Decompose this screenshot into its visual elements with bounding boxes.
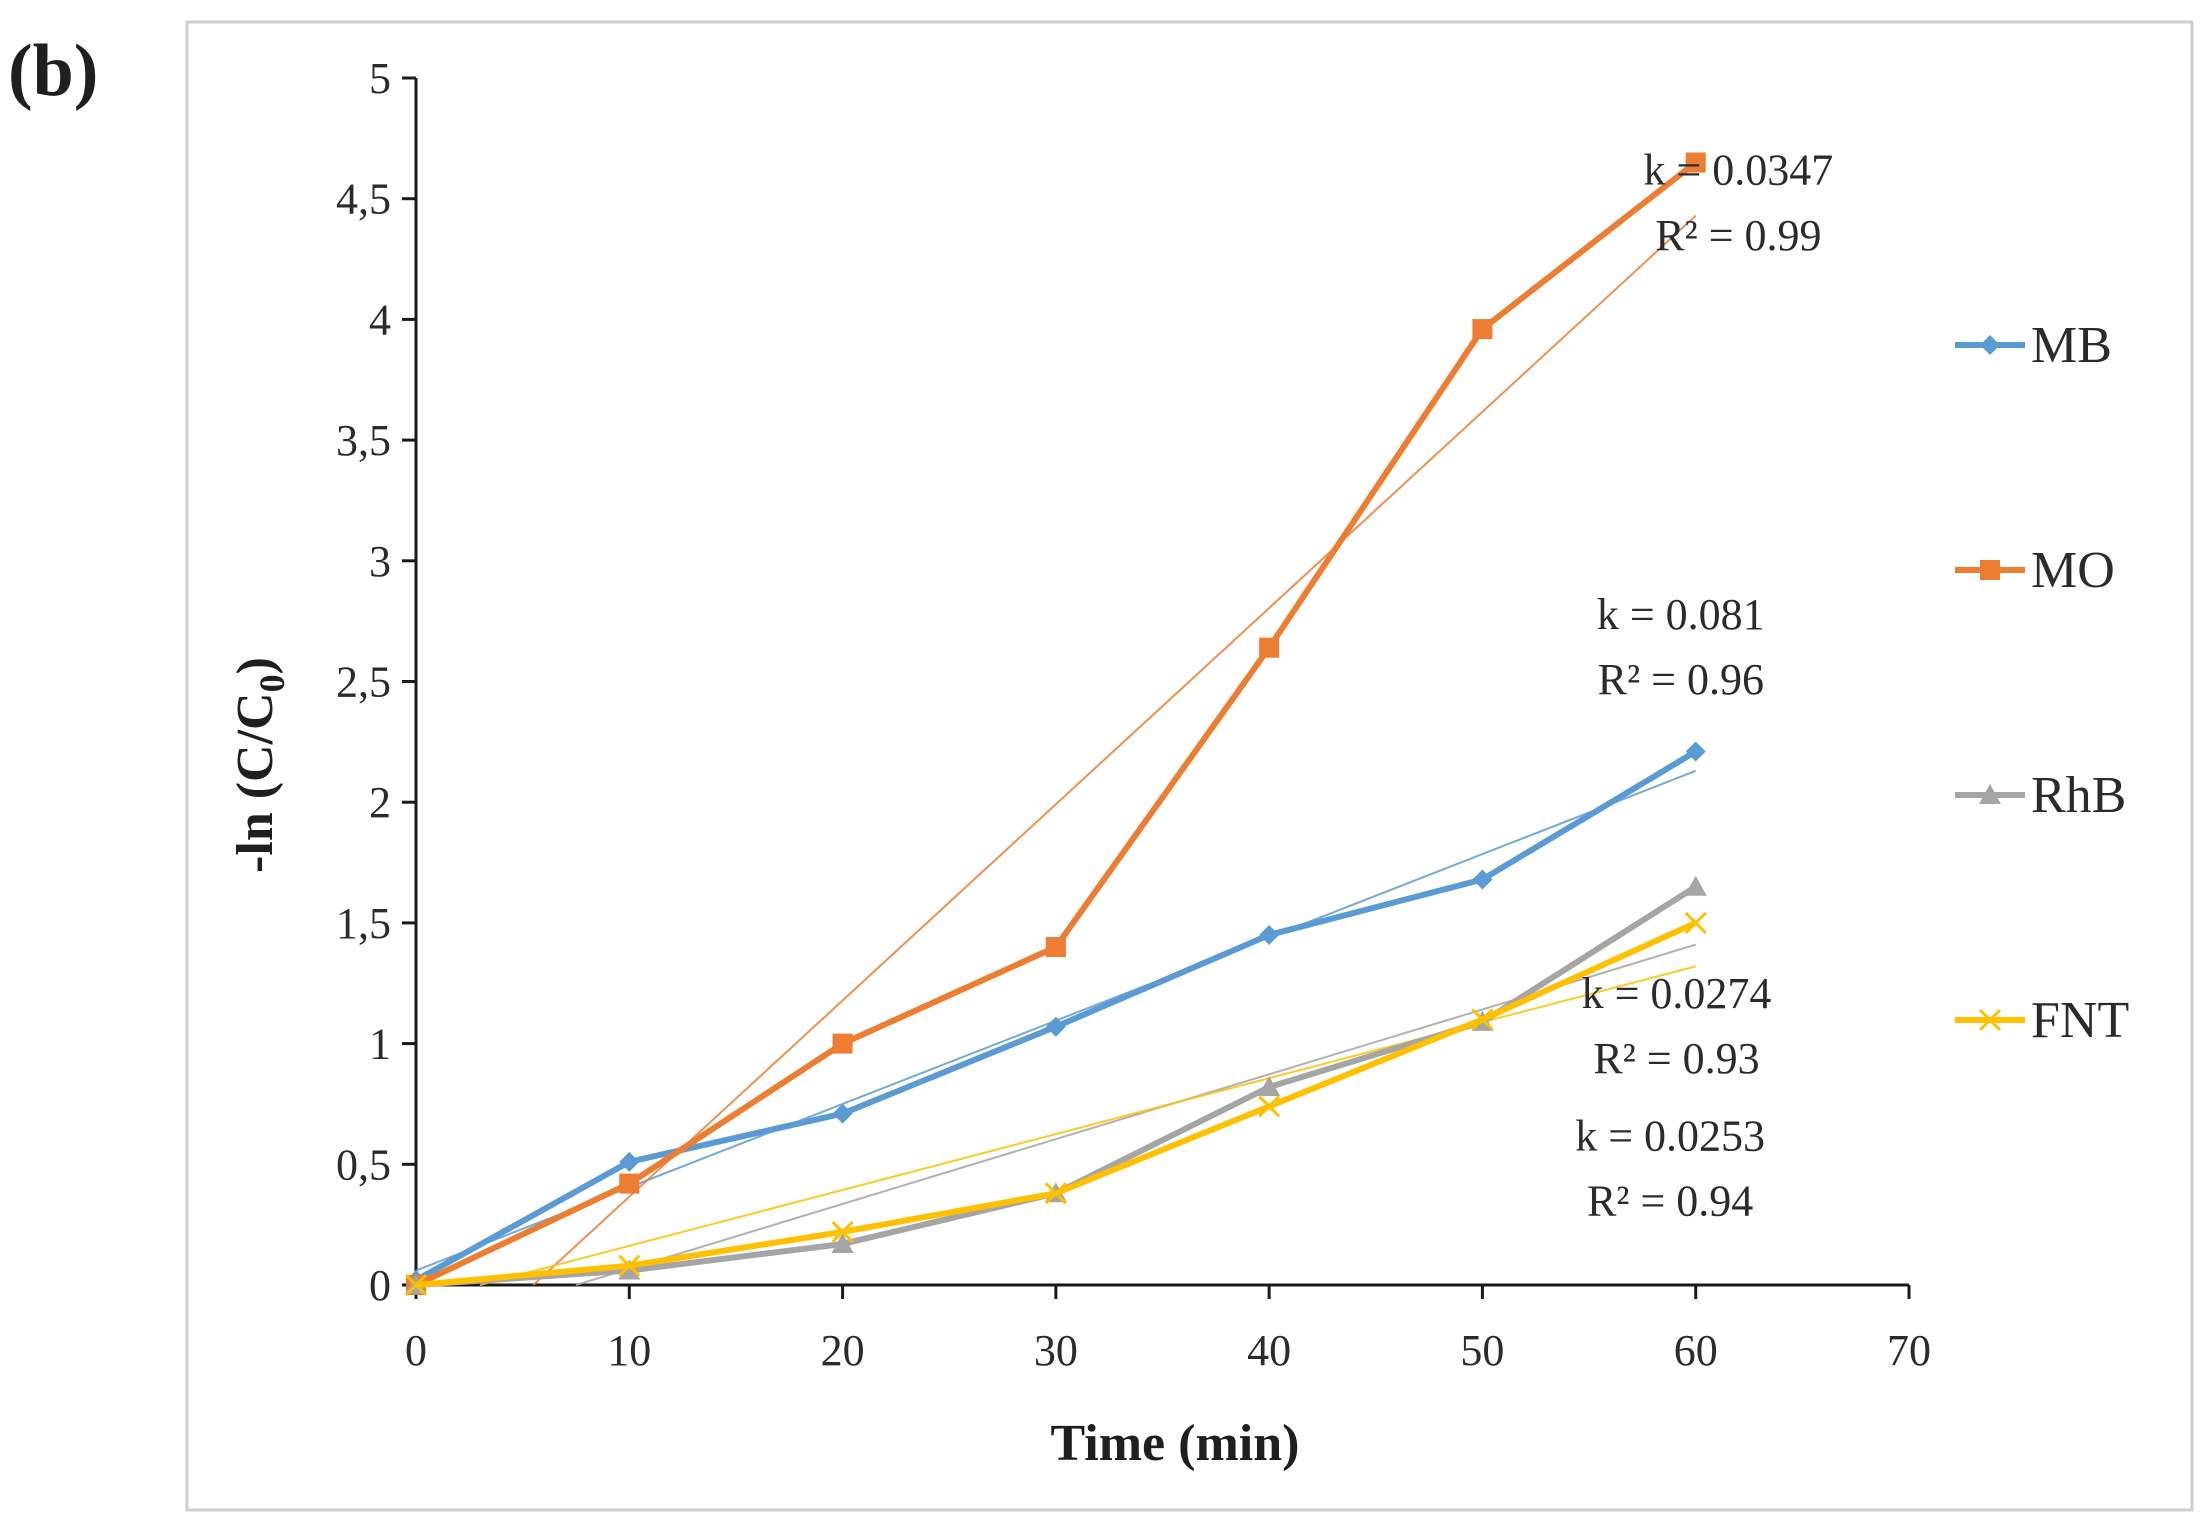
x-tick-label: 20 (821, 1326, 865, 1375)
trendline-fnt (479, 965, 1696, 1286)
data-point-fnt (1044, 1182, 1067, 1205)
x-tick-label: 70 (1887, 1326, 1931, 1375)
data-point-mo (832, 1033, 853, 1054)
x-axis: 0 10 20 30 40 50 60 70 (405, 1283, 1931, 1375)
data-point-mo (1259, 637, 1280, 658)
data-point-mb (1472, 869, 1493, 890)
y-tick-label: 5 (369, 54, 391, 103)
equation-r2-label: R² = 0.99 (1655, 211, 1821, 260)
y-axis-title: -ln (C/C0) (227, 657, 292, 873)
data-point-fnt-stroke (1471, 1008, 1494, 1031)
legend-marker-rhb (1979, 784, 2001, 804)
data-point-mo (619, 1173, 640, 1194)
y-axis-title-sub: 0 (252, 674, 292, 692)
y-tick-label: 4,5 (336, 175, 391, 224)
legend-label-mo: MO (2031, 542, 2115, 599)
chart-frame (185, 20, 2194, 1512)
data-point-mb (1259, 924, 1280, 945)
y-axis-title-main: -ln (C/C (227, 692, 284, 873)
equation-k-label: k = 0.0253 (1575, 1111, 1765, 1160)
data-point-mo (1472, 319, 1493, 340)
x-tick-label: 60 (1674, 1326, 1718, 1375)
equation-k-label: k = 0.0347 (1643, 146, 1833, 195)
x-tick-label: 10 (607, 1326, 651, 1375)
equation-k-label: k = 0.0274 (1582, 969, 1772, 1018)
data-point-fnt-stroke (1258, 1095, 1281, 1118)
legend-marker-mo (1980, 560, 2000, 580)
data-point-fnt-stroke (404, 1273, 428, 1297)
legend: MB MO RhB FNT (1955, 317, 2129, 1049)
equation-k-label: k = 0.081 (1597, 590, 1765, 639)
data-point-fnt (1471, 1008, 1494, 1031)
legend-marker-mb (1980, 335, 2000, 355)
legend-label-fnt: FNT (2031, 992, 2129, 1049)
y-tick-label: 1 (369, 1020, 391, 1069)
y-tick-label: 4 (369, 295, 391, 344)
annotations: k = 0.0347 R² = 0.99 k = 0.081 R² = 0.96 k =… (1575, 146, 1833, 1226)
data-point-mb (619, 1151, 640, 1172)
data-point-rhb (618, 1259, 641, 1280)
legend-label-rhb: RhB (2031, 767, 2126, 824)
equation-r2-label: R² = 0.96 (1598, 655, 1764, 704)
y-tick-label: 2 (369, 778, 391, 827)
x-axis-title: Time (min) (1051, 1415, 1300, 1472)
data-point-mb (1045, 1016, 1066, 1037)
data-point-rhb (831, 1232, 854, 1253)
data-point-fnt-stroke (1684, 911, 1707, 934)
y-tick-label: 0,5 (336, 1140, 391, 1189)
data-point-fnt (831, 1220, 854, 1243)
panel-label: (b) (8, 30, 98, 112)
y-tick-label: 2,5 (336, 658, 391, 707)
data-point-rhb (1258, 1076, 1281, 1097)
data-point-fnt (1258, 1095, 1281, 1118)
data-point-rhb (1684, 875, 1707, 896)
data-point-fnt (404, 1273, 428, 1297)
data-point-fnt-stroke (618, 1254, 641, 1277)
series-lines (404, 152, 1707, 1297)
legend-label-mb: MB (2031, 317, 2112, 374)
y-axis-title-close: ) (227, 657, 284, 674)
y-tick-label: 3 (369, 537, 391, 586)
y-tick-label: 1,5 (336, 899, 391, 948)
data-point-fnt (1684, 911, 1707, 934)
equation-r2-label: R² = 0.94 (1587, 1177, 1753, 1226)
data-point-fnt-stroke (831, 1220, 854, 1243)
data-point-mb (1685, 741, 1706, 762)
data-point-mo (1045, 937, 1066, 958)
x-tick-label: 30 (1034, 1326, 1078, 1375)
trendline-mo (532, 214, 1697, 1286)
y-tick-label: 0 (369, 1261, 391, 1310)
trendline-rhb (575, 943, 1697, 1286)
legend-marker-fnt (1978, 1008, 2002, 1032)
y-axis: 0 0,5 1 1,5 2 2,5 3 3,5 4 4,5 5 (336, 54, 418, 1310)
data-point-mb (832, 1103, 853, 1124)
x-tick-label: 40 (1247, 1326, 1291, 1375)
data-point-fnt (618, 1254, 641, 1277)
y-tick-label: 3,5 (336, 416, 391, 465)
x-tick-label: 0 (405, 1326, 427, 1375)
x-tick-label: 50 (1460, 1326, 1504, 1375)
equation-r2-label: R² = 0.93 (1593, 1034, 1759, 1083)
legend-marker-fnt-stroke (1978, 1008, 2002, 1032)
data-point-fnt-stroke (1044, 1182, 1067, 1205)
data-point-mo (1685, 152, 1706, 173)
